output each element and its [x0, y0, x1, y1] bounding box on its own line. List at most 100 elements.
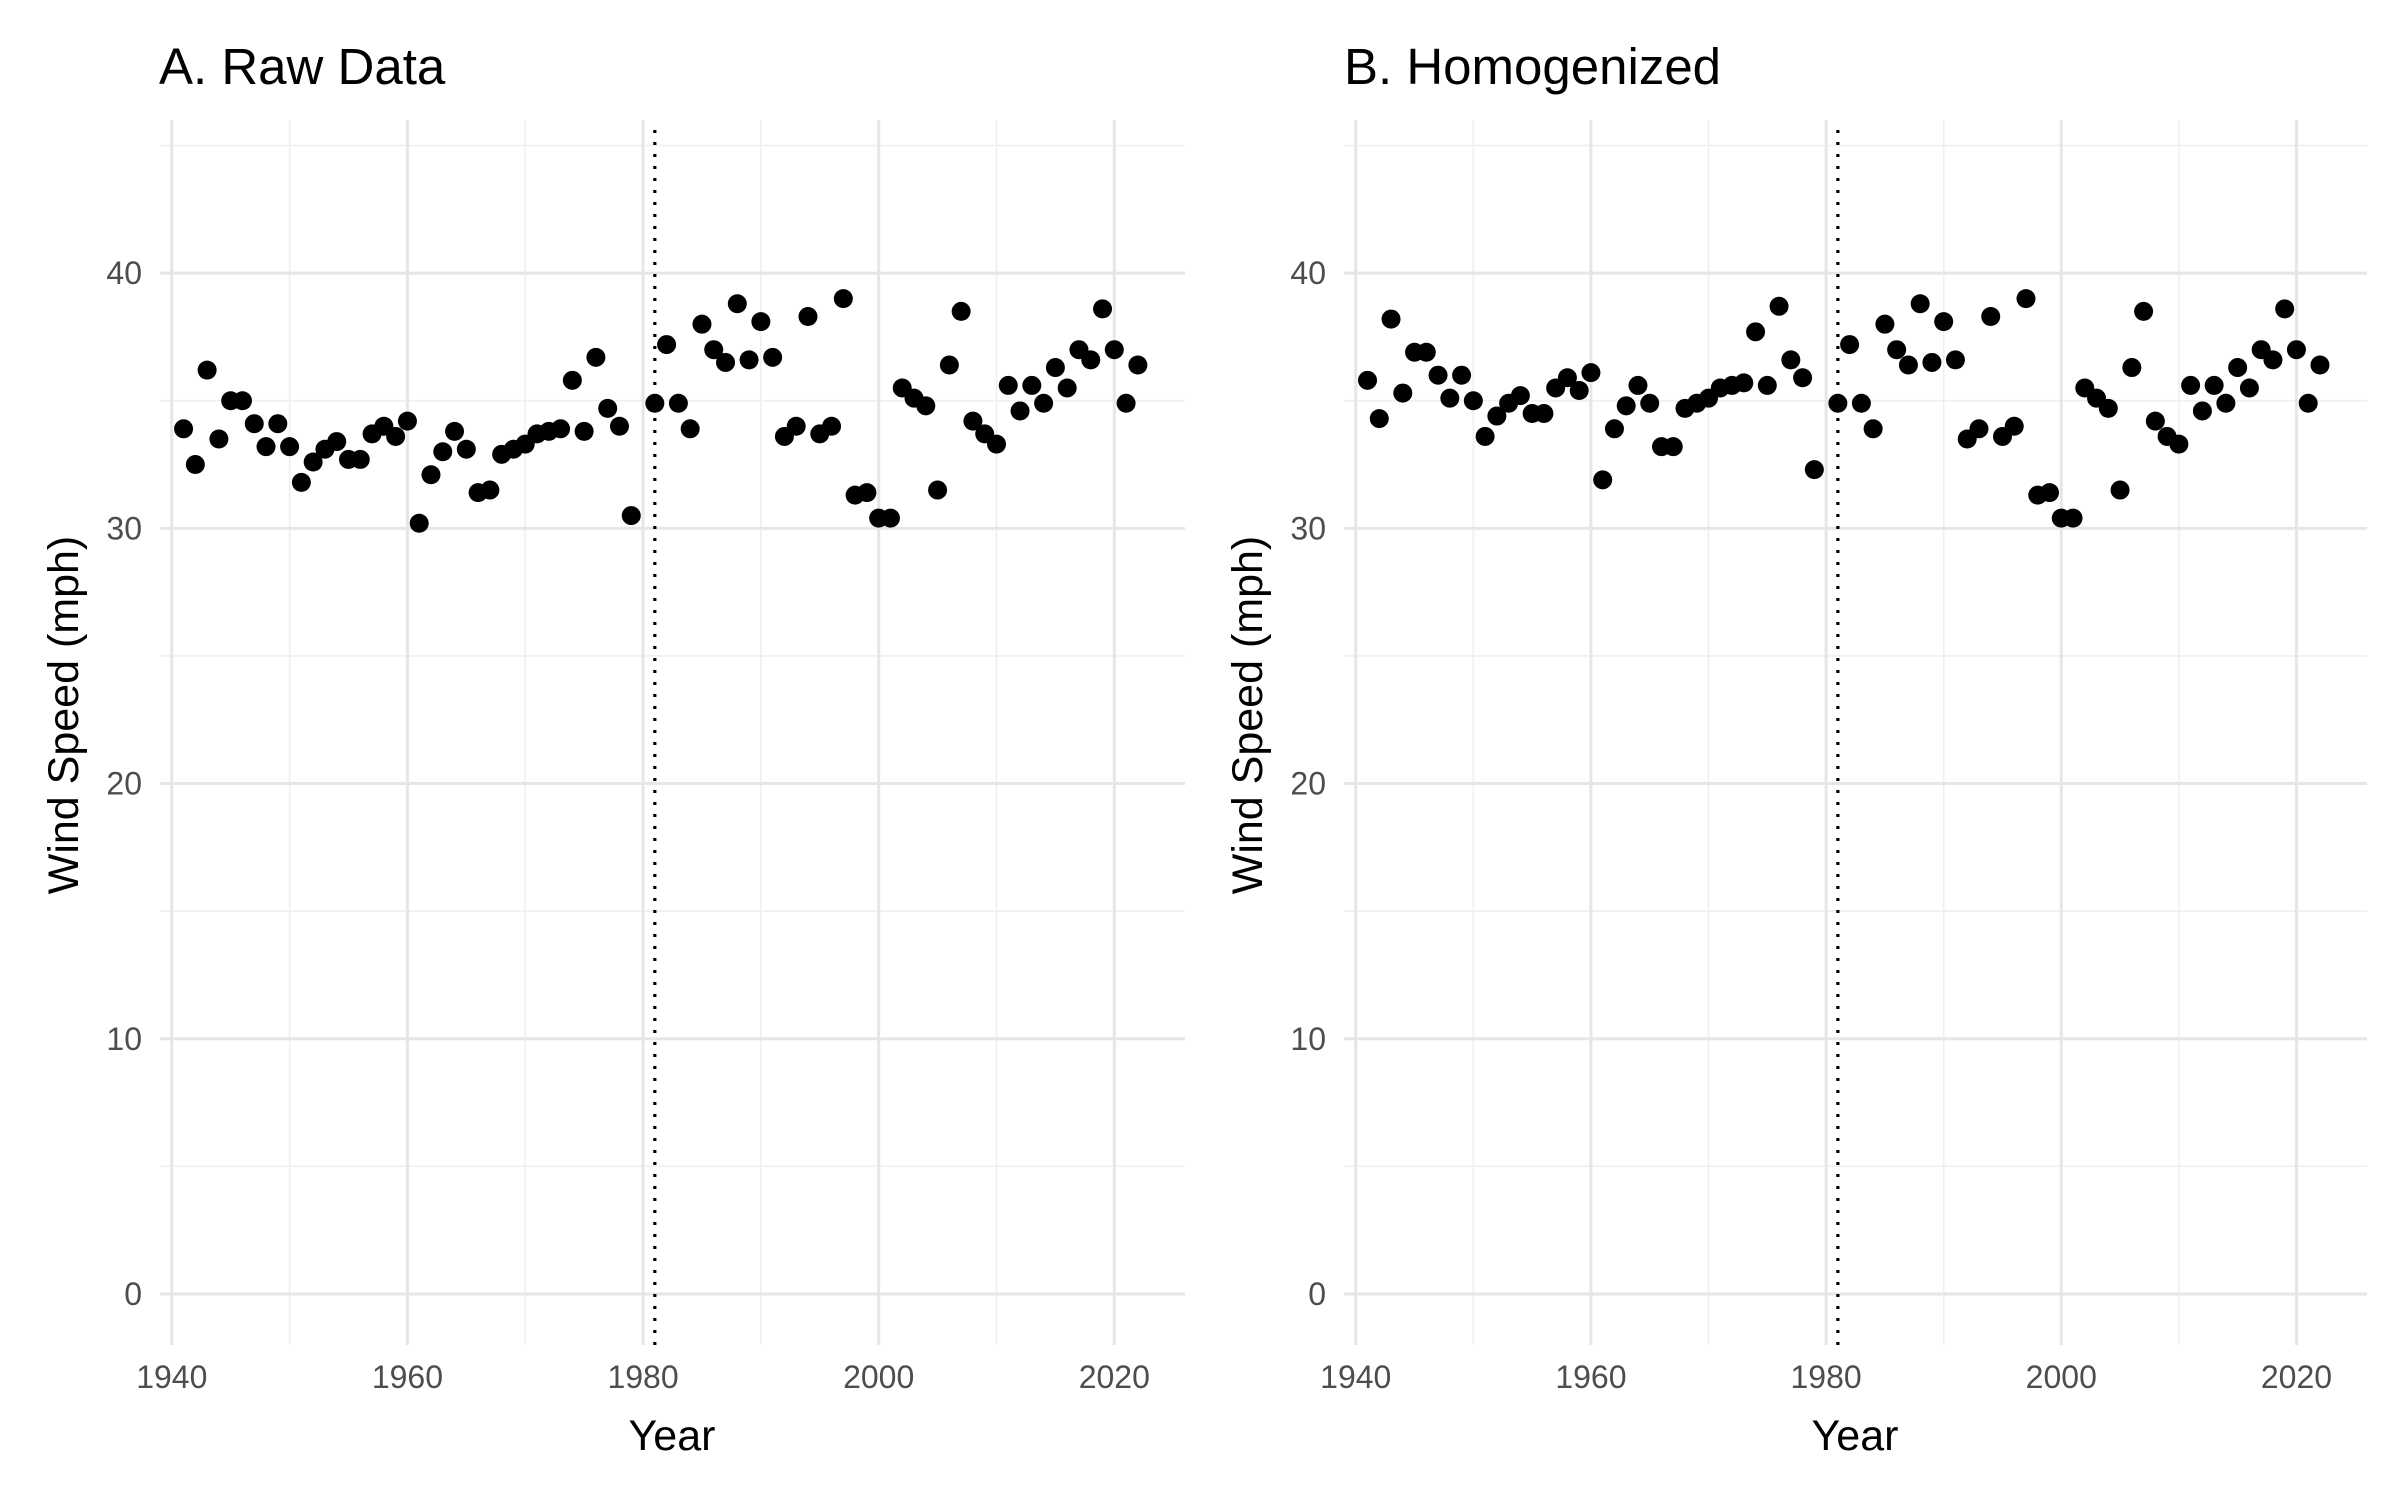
homogenized-data-point	[1510, 386, 1530, 406]
homogenized-data-point	[1757, 375, 1777, 395]
raw-data-point	[963, 411, 983, 431]
homogenized-data-point	[1440, 388, 1460, 408]
homogenized-panel-title: B. Homogenized	[1344, 38, 1721, 95]
raw-data-point	[763, 347, 783, 367]
raw-y-tick-label: 0	[124, 1276, 142, 1312]
homogenized-y-tick-label: 40	[1290, 255, 1326, 291]
panel-raw-data: 0 10 20 30 40 1940 1960 1980 2000 2020 A. Raw Da…	[40, 38, 1185, 1460]
raw-y-tick-label: 20	[106, 766, 142, 802]
raw-y-axis-title: Wind Speed (mph)	[40, 536, 88, 895]
homogenized-data-point	[2204, 375, 2224, 395]
raw-x-tick-label: 1980	[607, 1359, 678, 1395]
raw-data-point	[621, 506, 641, 526]
raw-data-point	[256, 437, 276, 457]
homogenized-y-tick-label: 10	[1290, 1021, 1326, 1057]
raw-data-point	[986, 434, 1006, 454]
homogenized-data-point	[1593, 470, 1613, 490]
raw-data-point	[327, 432, 347, 452]
raw-x-tick-label: 2000	[843, 1359, 914, 1395]
homogenized-data-point	[1393, 383, 1413, 403]
raw-data-point	[232, 391, 252, 411]
raw-data-point	[951, 301, 971, 321]
raw-data-point	[551, 419, 571, 439]
homogenized-data-point	[1616, 396, 1636, 416]
homogenized-data-point	[1840, 335, 1860, 355]
raw-data-point	[1093, 299, 1113, 319]
raw-x-tick-labels: 1940 1960 1980 2000 2020	[136, 1359, 1150, 1395]
raw-data-point	[586, 347, 606, 367]
raw-data-point	[445, 421, 465, 441]
raw-data-point	[1045, 358, 1065, 378]
raw-data-point	[833, 289, 853, 309]
homogenized-data-point	[1793, 368, 1813, 388]
homogenized-x-tick-label: 1980	[1791, 1359, 1862, 1395]
homogenized-data-point	[2004, 416, 2024, 436]
homogenized-x-tick-label: 2020	[2261, 1359, 2332, 1395]
raw-data-point	[244, 414, 264, 434]
homogenized-data-point	[2192, 401, 2212, 421]
raw-data-point	[916, 396, 936, 416]
raw-data-point	[209, 429, 229, 449]
raw-data-point	[939, 355, 959, 375]
homogenized-data-point	[2016, 289, 2036, 309]
homogenized-data-point	[2122, 358, 2142, 378]
homogenized-data-point	[2145, 411, 2165, 431]
homogenized-x-tick-labels: 1940 1960 1980 2000 2020	[1320, 1359, 2332, 1395]
raw-data-point	[386, 426, 406, 446]
homogenized-x-tick-label: 1940	[1320, 1359, 1391, 1395]
homogenized-data-point	[1628, 375, 1648, 395]
homogenized-data-point	[1934, 312, 1954, 332]
raw-data-point	[928, 480, 948, 500]
raw-data-point	[174, 419, 194, 439]
homogenized-data-point	[1781, 350, 1801, 370]
raw-data-point	[1034, 393, 1054, 413]
raw-data-point	[798, 307, 818, 327]
homogenized-data-point	[1534, 403, 1554, 423]
homogenized-data-point	[1969, 419, 1989, 439]
homogenized-y-axis-title: Wind Speed (mph)	[1224, 536, 1272, 895]
homogenized-data-point	[1581, 363, 1601, 383]
raw-panel-title: A. Raw Data	[159, 38, 446, 95]
homogenized-data-point	[2181, 375, 2201, 395]
homogenized-data-point	[2298, 393, 2318, 413]
raw-data-point	[280, 437, 300, 457]
raw-data-point	[1104, 340, 1124, 360]
raw-data-point	[291, 472, 311, 492]
raw-data-point	[657, 335, 677, 355]
homogenized-data-point	[1604, 419, 1624, 439]
homogenized-data-point	[1487, 406, 1507, 426]
homogenized-data-point	[1875, 314, 1895, 334]
homogenized-data-point	[1910, 294, 1930, 314]
homogenized-data-point	[1887, 340, 1907, 360]
homogenized-y-tick-labels: 0 10 20 30 40	[1290, 255, 1326, 1312]
raw-data-point	[704, 340, 724, 360]
homogenized-data-point	[1851, 393, 1871, 413]
homogenized-data-point	[1922, 352, 1942, 372]
raw-data-point	[880, 508, 900, 528]
homogenized-data-point	[2310, 355, 2330, 375]
raw-data-point	[1057, 378, 1077, 398]
raw-data-point	[998, 375, 1018, 395]
homogenized-data-point	[1557, 368, 1577, 388]
homogenized-data-point	[2098, 398, 2118, 418]
homogenized-data-point	[1898, 355, 1918, 375]
raw-data-point	[397, 411, 417, 431]
homogenized-y-tick-label: 30	[1290, 510, 1326, 546]
homogenized-data-point	[2239, 378, 2259, 398]
raw-y-tick-label: 30	[106, 510, 142, 546]
raw-data-point	[727, 294, 747, 314]
raw-data-point	[562, 370, 582, 390]
raw-data-point	[857, 483, 877, 503]
homogenized-data-point	[1945, 350, 1965, 370]
raw-data-point	[751, 312, 771, 332]
homogenized-data-point	[1828, 393, 1848, 413]
raw-data-point	[786, 416, 806, 436]
raw-data-point	[1081, 350, 1101, 370]
raw-data-point	[350, 449, 370, 469]
homogenized-data-point	[1381, 309, 1401, 329]
raw-data-point	[598, 398, 618, 418]
homogenized-data-point	[1734, 373, 1754, 393]
raw-data-point	[574, 421, 594, 441]
homogenized-data-point	[1640, 393, 1660, 413]
raw-x-tick-label: 1960	[372, 1359, 443, 1395]
